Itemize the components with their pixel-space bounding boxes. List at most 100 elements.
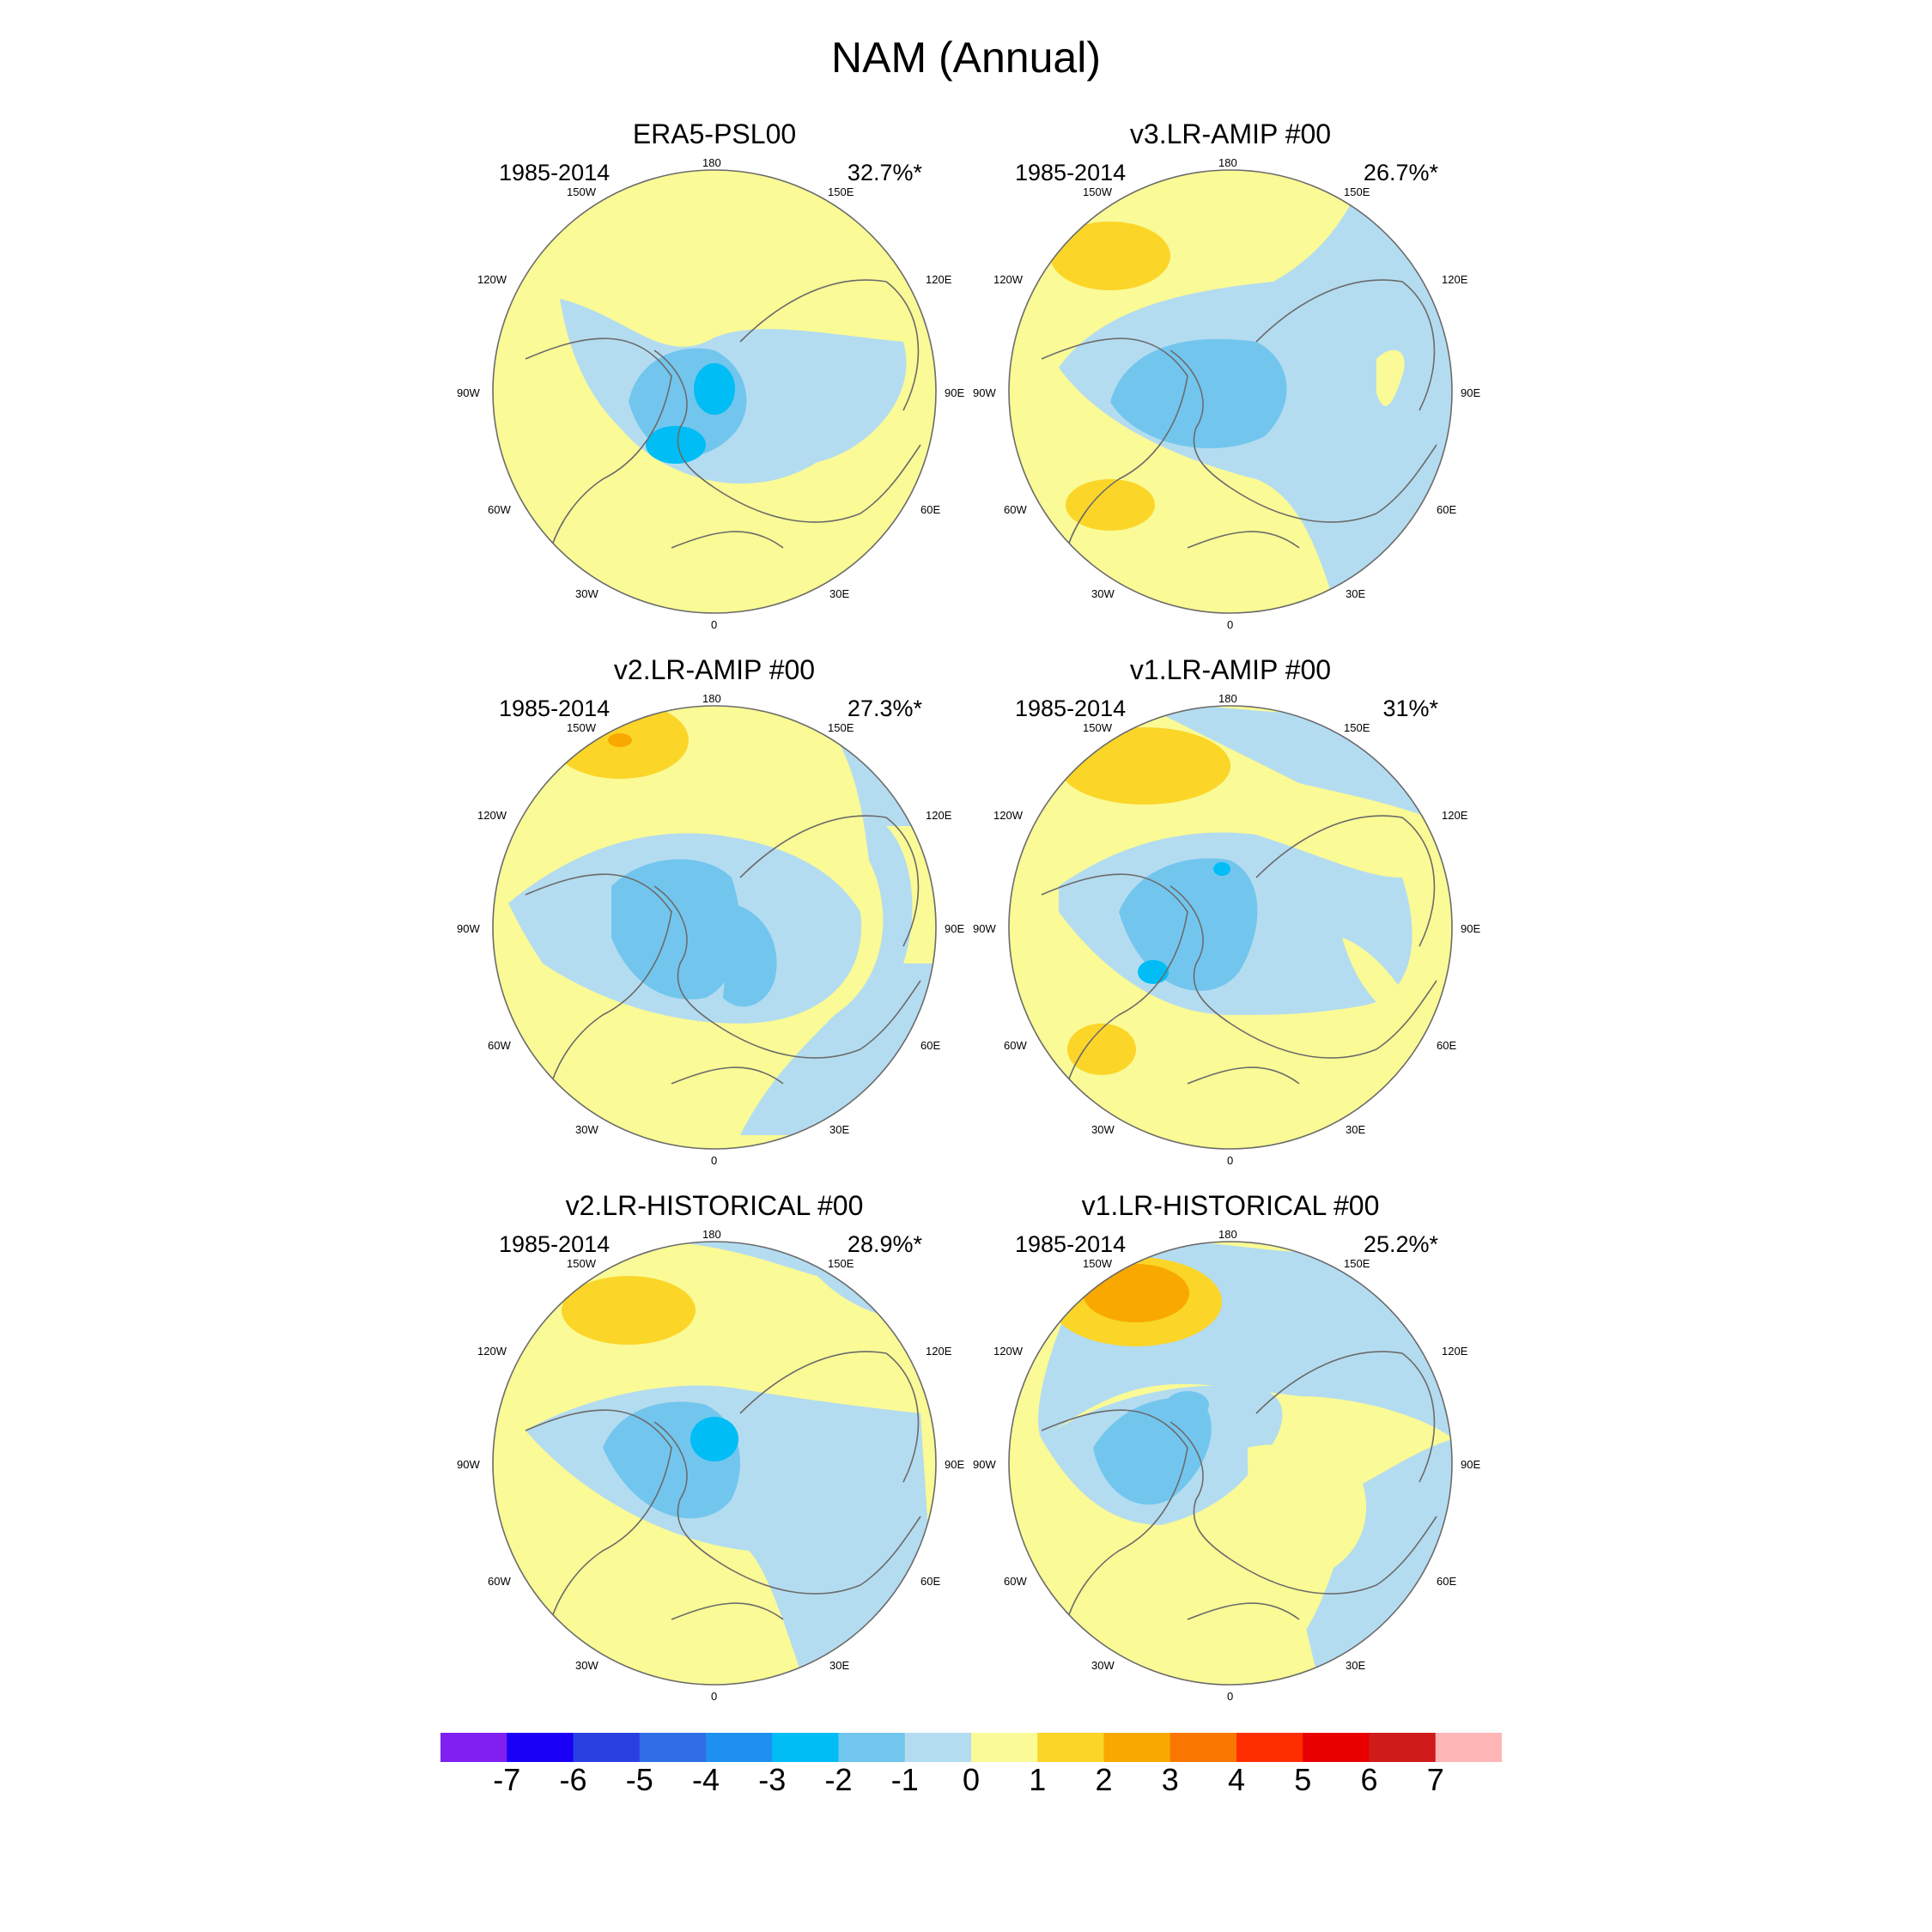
lon-label: 120E bbox=[1442, 809, 1468, 822]
lon-label: 120W bbox=[993, 273, 1023, 286]
lon-label: 90E bbox=[945, 1458, 965, 1471]
lon-label: 90E bbox=[1461, 922, 1481, 935]
panel-era5: ERA5-PSL00 1985-2014 32.7%* bbox=[457, 118, 972, 651]
colorbar bbox=[440, 1733, 1502, 1762]
colorbar-swatch bbox=[971, 1733, 1038, 1762]
lon-label: 0 bbox=[711, 618, 718, 631]
lon-label: 90W bbox=[457, 386, 480, 399]
colorbar-tick-label: -3 bbox=[758, 1762, 787, 1797]
polar-map bbox=[1008, 705, 1453, 1150]
colorbar-swatch bbox=[1170, 1733, 1237, 1762]
lon-label: 60E bbox=[920, 1039, 941, 1052]
colorbar-tick-label: -2 bbox=[824, 1762, 853, 1797]
lon-label: 150E bbox=[828, 1257, 854, 1270]
colorbar-swatch bbox=[1303, 1733, 1370, 1762]
panel-v1-historical: v1.LR-HISTORICAL #00 1985-2014 25.2%* bbox=[973, 1190, 1488, 1722]
lon-label: 60E bbox=[920, 1575, 941, 1588]
lon-label: 0 bbox=[1227, 1690, 1234, 1703]
colorbar-tick-label: 3 bbox=[1161, 1762, 1179, 1797]
panel-variance: 32.7%* bbox=[847, 160, 922, 185]
colorbar-tick-label: -5 bbox=[625, 1762, 653, 1797]
lon-label: 30E bbox=[1346, 1123, 1366, 1136]
lon-label: 180 bbox=[1218, 1228, 1237, 1241]
polar-map bbox=[1008, 169, 1453, 614]
lon-label: 60W bbox=[488, 503, 511, 516]
lon-label: 120W bbox=[993, 1345, 1023, 1358]
lon-label: 90W bbox=[973, 386, 996, 399]
lon-label: 60W bbox=[1004, 503, 1027, 516]
lon-label: 90W bbox=[973, 1458, 996, 1471]
lon-label: 60W bbox=[1004, 1039, 1027, 1052]
lon-label: 150W bbox=[1083, 1257, 1112, 1270]
colorbar-swatch bbox=[904, 1733, 972, 1762]
lon-label: 150E bbox=[828, 721, 854, 734]
colorbar-swatch bbox=[507, 1733, 574, 1762]
colorbar-swatch bbox=[1103, 1733, 1171, 1762]
colorbar-tick-label: 6 bbox=[1360, 1762, 1378, 1797]
lon-label: 60E bbox=[920, 503, 941, 516]
lon-label: 30E bbox=[829, 1659, 850, 1672]
lon-label: 120W bbox=[477, 273, 507, 286]
colorbar-tick-label: -4 bbox=[691, 1762, 720, 1797]
lon-label: 90W bbox=[457, 922, 480, 935]
panel-variance: 28.9%* bbox=[847, 1231, 922, 1257]
lon-label: 120W bbox=[477, 809, 507, 822]
lon-label: 30E bbox=[1346, 1659, 1366, 1672]
lon-label: 60W bbox=[488, 1039, 511, 1052]
lon-label: 30W bbox=[1091, 1123, 1115, 1136]
colorbar-swatch bbox=[1236, 1733, 1303, 1762]
lon-label: 30W bbox=[1091, 587, 1115, 600]
panel-title: v2.LR-HISTORICAL #00 bbox=[565, 1190, 864, 1221]
panel-period: 1985-2014 bbox=[499, 160, 611, 185]
lon-label: 30E bbox=[1346, 587, 1366, 600]
lon-label: 90E bbox=[1461, 1458, 1481, 1471]
panel-variance: 31%* bbox=[1382, 696, 1438, 721]
lon-label: 30W bbox=[575, 587, 598, 600]
colorbar-tick-label: 4 bbox=[1227, 1762, 1246, 1797]
colorbar-tick-label: -6 bbox=[559, 1762, 587, 1797]
panel-title: v2.LR-AMIP #00 bbox=[613, 654, 816, 685]
panel-variance: 25.2%* bbox=[1363, 1231, 1438, 1257]
lon-label: 180 bbox=[702, 156, 721, 169]
lon-label: 150W bbox=[567, 1257, 596, 1270]
colorbar-tick-label: 2 bbox=[1095, 1762, 1113, 1797]
panel-period: 1985-2014 bbox=[1015, 696, 1127, 721]
lon-label: 90W bbox=[973, 922, 996, 935]
colorbar-swatch bbox=[573, 1733, 641, 1762]
colorbar-swatch bbox=[706, 1733, 773, 1762]
panel-v1-amip: v1.LR-AMIP #00 1985-2014 31%* bbox=[973, 654, 1488, 1187]
panel-variance: 26.7%* bbox=[1363, 160, 1438, 185]
panel-title: ERA5-PSL00 bbox=[632, 118, 797, 149]
lon-label: 150W bbox=[567, 185, 596, 198]
colorbar-swatch bbox=[440, 1733, 507, 1762]
panel-period: 1985-2014 bbox=[1015, 160, 1127, 185]
colorbar-swatch bbox=[1369, 1733, 1437, 1762]
lon-label: 0 bbox=[711, 1154, 718, 1167]
colorbar-tick-label: -1 bbox=[890, 1762, 919, 1797]
lon-label: 120W bbox=[477, 1345, 507, 1358]
lon-label: 150W bbox=[1083, 721, 1112, 734]
lon-label: 0 bbox=[711, 1690, 718, 1703]
lon-label: 90W bbox=[457, 1458, 480, 1471]
polar-map bbox=[492, 705, 937, 1150]
colorbar-swatch bbox=[1037, 1733, 1104, 1762]
lon-label: 150E bbox=[1344, 721, 1370, 734]
lon-label: 150E bbox=[1344, 1257, 1370, 1270]
lon-label: 120E bbox=[1442, 1345, 1468, 1358]
lon-label: 120E bbox=[926, 809, 952, 822]
colorbar-tick-label: 1 bbox=[1029, 1762, 1047, 1797]
lon-label: 120E bbox=[926, 273, 952, 286]
panel-variance: 27.3%* bbox=[847, 696, 922, 721]
panel-v2-amip: v2.LR-AMIP #00 1985-2014 27.3%* bbox=[457, 654, 972, 1187]
panel-v3-amip: v3.LR-AMIP #00 1985-2014 26.7%* 180 bbox=[973, 118, 1488, 651]
colorbar-tick-label: 0 bbox=[962, 1762, 981, 1797]
colorbar-tick-label: 5 bbox=[1294, 1762, 1312, 1797]
lon-label: 30W bbox=[1091, 1659, 1115, 1672]
lon-label: 60E bbox=[1437, 503, 1457, 516]
colorbar-swatch bbox=[772, 1733, 839, 1762]
colorbar-tick-label: 7 bbox=[1426, 1762, 1444, 1797]
lon-label: 180 bbox=[1218, 156, 1237, 169]
lon-label: 150W bbox=[567, 721, 596, 734]
lon-label: 90E bbox=[1461, 386, 1481, 399]
